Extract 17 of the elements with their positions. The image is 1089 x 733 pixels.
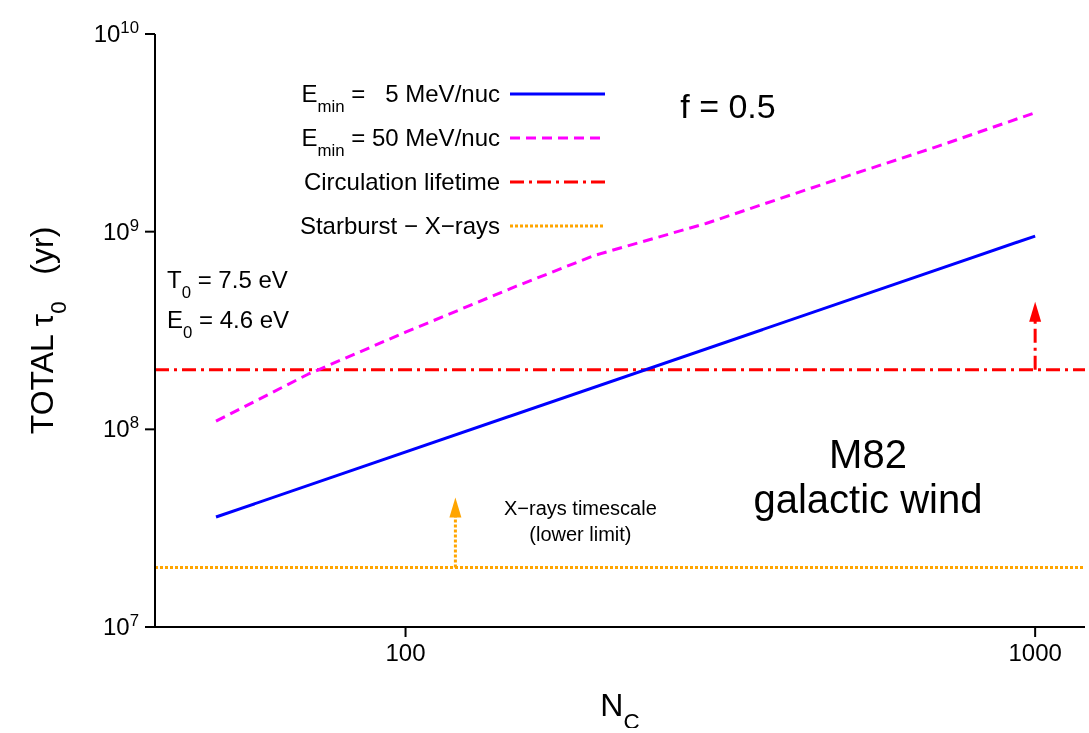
x-tick-label: 100 xyxy=(385,639,426,666)
legend-label: Starburst − X−rays xyxy=(299,212,500,239)
legend-label: E$_{min}$ = 50 MeV/nuc xyxy=(301,124,500,160)
annotation: X−rays timescale (lower limit) xyxy=(503,497,657,546)
y-tick-label: 10$^{10}$ xyxy=(93,17,139,47)
y-tick-label: 10$^{9}$ xyxy=(102,215,139,245)
x-tick-label: 1000 xyxy=(1008,639,1062,666)
annotation: E$_{0}$ = 4.6 eV xyxy=(167,306,290,342)
legend-label: Circulation lifetime xyxy=(303,168,500,195)
annotation: M82 xyxy=(829,432,907,476)
y-tick-label: 10$^{8}$ xyxy=(102,412,139,443)
legend-label: E$_{min}$ = 5 MeV/nuc xyxy=(301,80,500,116)
y-tick-label: 10$^{7}$ xyxy=(102,610,139,640)
annotation: T$_{0}$ = 7.5 eV xyxy=(167,266,288,302)
annotation: f = 0.5 xyxy=(680,87,776,125)
annotation: galactic wind xyxy=(753,477,983,521)
x-axis-title: N$_{C}$ xyxy=(600,687,640,733)
